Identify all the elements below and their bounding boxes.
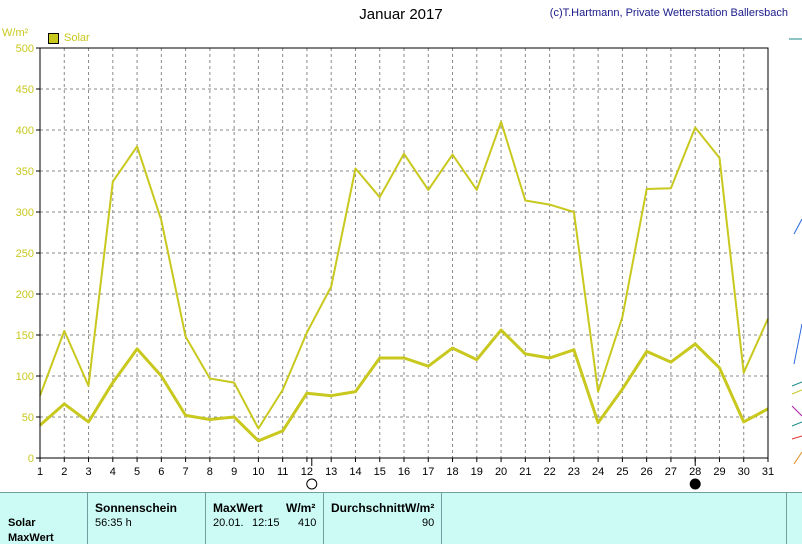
value-durchschnitt: 90 xyxy=(422,517,435,529)
x-tick-label: 10 xyxy=(252,466,264,478)
moon-phases xyxy=(306,458,701,490)
y-tick-label: 400 xyxy=(16,125,34,137)
x-tick-label: 7 xyxy=(183,466,189,478)
x-tick-label: 16 xyxy=(398,466,410,478)
y-axis: 0 50 100 150 200 250 300 350 400 450 500 xyxy=(16,43,40,465)
header-maxwert-unit: W/m² xyxy=(286,501,316,515)
legend-swatch xyxy=(48,32,59,44)
column-durchschnitt: DurchschnittW/m² 90 xyxy=(323,493,442,544)
column-sonnenschein: Sonnenschein 56:35 h xyxy=(87,493,206,544)
plot-frame xyxy=(39,47,769,459)
header-sonnenschein: Sonnenschein xyxy=(95,501,178,515)
credit-text: (c)T.Hartmann, Private Wetterstation Bal… xyxy=(549,7,788,19)
value-maxwert-time: 12:15 xyxy=(252,517,280,529)
header-durchschnitt: DurchschnittW/m² xyxy=(331,501,435,515)
x-tick-label: 4 xyxy=(110,466,116,478)
x-tick-label: 8 xyxy=(207,466,213,478)
row-label-solar: Solar xyxy=(8,517,36,529)
legend-label: Solar xyxy=(64,32,90,44)
x-tick-label: 6 xyxy=(158,466,164,478)
y-tick-label: 350 xyxy=(16,166,34,178)
column-edge xyxy=(786,493,802,544)
series-line-solar-avg xyxy=(39,328,769,443)
x-tick-label: 30 xyxy=(738,466,750,478)
row-label-maxwert: MaxWert xyxy=(8,532,54,544)
x-tick-label: 19 xyxy=(471,466,483,478)
x-tick-label: 1 xyxy=(37,466,43,478)
y-tick-label: 150 xyxy=(16,330,34,342)
y-tick-label: 50 xyxy=(22,412,34,424)
value-maxwert-date: 20.01. xyxy=(213,517,244,529)
y-tick-label: 200 xyxy=(16,289,34,301)
y-tick-label: 100 xyxy=(16,371,34,383)
series-group xyxy=(39,120,769,443)
x-tick-label: 3 xyxy=(85,466,91,478)
new-moon-icon xyxy=(689,478,701,490)
x-tick-label: 24 xyxy=(592,466,604,478)
full-moon-icon xyxy=(306,478,318,490)
legend: Solar xyxy=(48,32,90,44)
y-tick-label: 500 xyxy=(16,43,34,55)
y-tick-label: 450 xyxy=(16,84,34,96)
y-tick-label: 0 xyxy=(28,453,34,465)
column-maxwert: MaxWert W/m² 20.01. 12:15 410 xyxy=(205,493,324,544)
x-tick-label: 2 xyxy=(61,466,67,478)
y-axis-unit: W/m² xyxy=(2,27,29,39)
x-tick-label: 11 xyxy=(277,466,288,478)
x-tick-label: 14 xyxy=(349,466,361,478)
x-axis: 1 2 3 4 5 6 7 8 9 10 11 12 13 14 15 16 17 18 19 20 21 22 23 24 2… xyxy=(37,458,774,478)
x-tick-label: 21 xyxy=(519,466,531,478)
x-tick-label: 13 xyxy=(325,466,337,478)
y-tick-label: 300 xyxy=(16,207,34,219)
column-empty xyxy=(441,493,787,544)
chart-title: Januar 2017 xyxy=(359,6,443,23)
adjacent-chart-edge xyxy=(789,38,802,465)
y-tick-label: 250 xyxy=(16,248,34,260)
x-tick-label: 12 xyxy=(301,466,313,478)
value-maxwert: 410 xyxy=(298,517,317,529)
x-tick-label: 9 xyxy=(231,466,237,478)
x-tick-label: 25 xyxy=(616,466,628,478)
summary-table: Solar MaxWert Sonnenschein 56:35 h MaxWe… xyxy=(0,492,802,544)
header-maxwert: MaxWert xyxy=(213,501,263,515)
value-sonnenschein: 56:35 h xyxy=(95,517,132,529)
x-tick-label: 31 xyxy=(762,466,774,478)
x-tick-label: 23 xyxy=(568,466,580,478)
x-tick-label: 27 xyxy=(665,466,677,478)
x-tick-label: 26 xyxy=(641,466,653,478)
x-tick-label: 5 xyxy=(134,466,140,478)
x-tick-label: 17 xyxy=(422,466,434,478)
x-tick-label: 20 xyxy=(495,466,507,478)
x-tick-label: 15 xyxy=(374,466,386,478)
x-tick-label: 18 xyxy=(446,466,458,478)
series-line-solar-max xyxy=(39,120,769,430)
x-tick-label: 29 xyxy=(713,466,725,478)
x-tick-label: 22 xyxy=(543,466,555,478)
grid xyxy=(40,48,768,458)
x-tick-label: 28 xyxy=(689,466,701,478)
